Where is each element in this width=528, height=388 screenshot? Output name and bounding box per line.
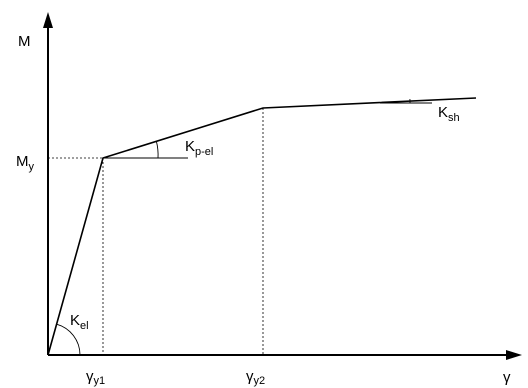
k-el-label: Kel xyxy=(70,312,89,332)
x-axis-label: γ xyxy=(503,369,511,386)
my-label: My xyxy=(16,153,35,173)
k-el-angle-arc xyxy=(56,323,81,356)
k-sh-label: Ksh xyxy=(438,104,460,124)
k-p-el-angle-arc xyxy=(155,141,159,159)
k-p-el-label: Kp-el xyxy=(185,138,213,158)
gamma-y1-label: γy1 xyxy=(86,368,105,387)
y-axis-label: M xyxy=(18,33,31,50)
x-axis-arrowhead xyxy=(506,350,522,360)
gamma-y2-label: γy2 xyxy=(246,368,265,387)
y-axis-arrowhead xyxy=(43,12,53,28)
moment-rotation-curve xyxy=(47,97,477,356)
